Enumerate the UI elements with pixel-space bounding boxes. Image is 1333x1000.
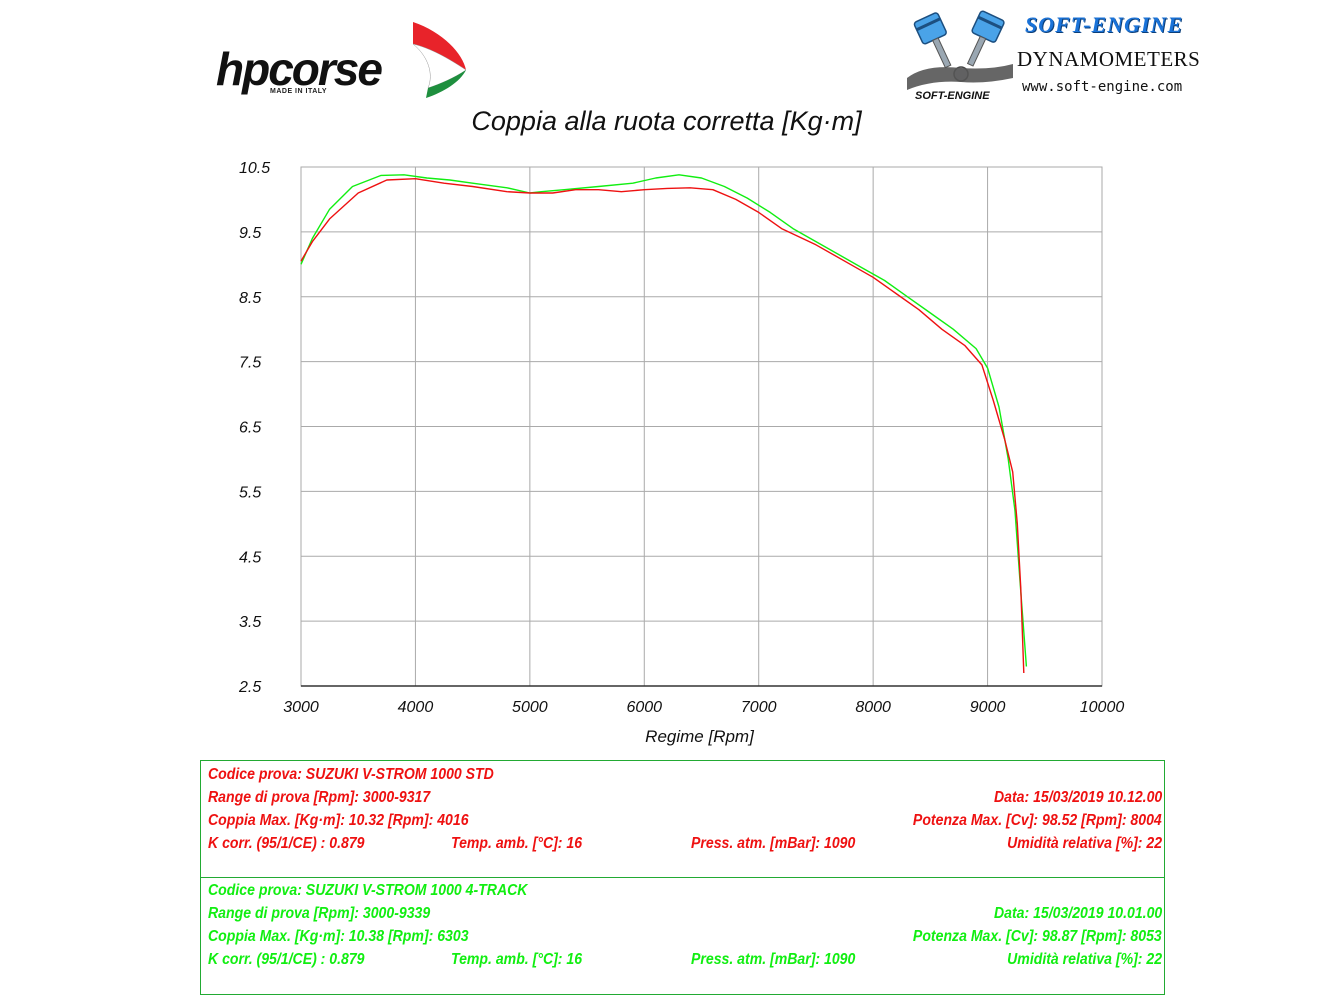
soft-engine-title: SOFT-ENGINE — [1025, 12, 1184, 37]
y-tick-label: 5.5 — [239, 484, 261, 501]
test2-date: Data: 15/03/2019 10.01.00 — [993, 905, 1162, 922]
test2-kcorr: K corr. (95/1/CE) : 0.879 — [208, 951, 365, 968]
hpcorse-tagline: MADE IN ITALY — [270, 88, 328, 95]
y-tick-label: 8.5 — [239, 290, 261, 307]
x-tick-label: 7000 — [741, 699, 777, 716]
hpcorse-wordmark: hpcorse — [216, 43, 383, 95]
soft-engine-website: www.soft-engine.com — [1022, 79, 1183, 95]
italian-flag-swoosh-icon — [412, 22, 467, 98]
y-tick-label: 9.5 — [239, 225, 261, 242]
test1-humidity: Umidità relativa [%]: 22 — [1007, 835, 1162, 852]
test1-code: Codice prova: SUZUKI V-STROM 1000 STD — [208, 766, 494, 783]
test2-torque: Coppia Max. [Kg·m]: 10.38 [Rpm]: 6303 — [208, 928, 469, 945]
test2-range: Range di prova [Rpm]: 3000-9339 — [208, 905, 431, 922]
hpcorse-logo: hpcorse MADE IN ITALY — [208, 18, 478, 108]
soft-engine-logo: SOFT-ENGINE SOFT-ENGINE DYNAMOMETERS www… — [905, 8, 1225, 103]
test1-torque: Coppia Max. [Kg·m]: 10.32 [Rpm]: 4016 — [208, 812, 469, 829]
x-tick-label: 4000 — [398, 699, 434, 716]
x-tick-label: 6000 — [626, 699, 662, 716]
info-separator — [201, 877, 1164, 878]
y-tick-label: 7.5 — [239, 355, 261, 372]
test-info-box: Codice prova: SUZUKI V-STROM 1000 STD Ra… — [200, 760, 1165, 995]
test2-code: Codice prova: SUZUKI V-STROM 1000 4-TRAC… — [208, 882, 528, 899]
test1-press: Press. atm. [mBar]: 1090 — [691, 835, 856, 852]
y-tick-label: 2.5 — [238, 679, 261, 696]
soft-engine-mark-text: SOFT-ENGINE — [915, 90, 990, 102]
test1-kcorr: K corr. (95/1/CE) : 0.879 — [208, 835, 365, 852]
x-tick-label: 9000 — [970, 699, 1006, 716]
test1-range: Range di prova [Rpm]: 3000-9317 — [208, 789, 431, 806]
test2-humidity: Umidità relativa [%]: 22 — [1007, 951, 1162, 968]
piston-icon: SOFT-ENGINE — [907, 10, 1013, 102]
series-line-std — [300, 177, 1025, 674]
test2-temp: Temp. amb. [°C]: 16 — [451, 951, 583, 968]
test2-press: Press. atm. [mBar]: 1090 — [691, 951, 856, 968]
y-tick-label: 10.5 — [239, 160, 270, 177]
soft-engine-subtitle: DYNAMOMETERS — [1017, 47, 1201, 71]
chart-title: Coppia alla ruota corretta [Kg·m] — [471, 106, 862, 136]
test2-power: Potenza Max. [Cv]: 98.87 [Rpm]: 8053 — [913, 928, 1162, 945]
x-tick-label: 5000 — [512, 699, 548, 716]
x-tick-label: 3000 — [283, 699, 319, 716]
x-tick-label: 8000 — [855, 699, 891, 716]
y-tick-label: 4.5 — [239, 549, 261, 566]
test1-temp: Temp. amb. [°C]: 16 — [451, 835, 583, 852]
x-tick-label: 10000 — [1080, 699, 1125, 716]
torque-chart: 2.5 3.5 4.5 5.5 6.5 7.5 8.5 9.5 10.5 3000 4000 5000… — [238, 160, 1125, 746]
series-line-4track — [300, 174, 1028, 667]
y-tick-label: 3.5 — [239, 614, 261, 631]
test1-power: Potenza Max. [Cv]: 98.52 [Rpm]: 8004 — [913, 812, 1162, 829]
x-axis-label: Regime [Rpm] — [645, 727, 755, 746]
y-tick-label: 6.5 — [239, 420, 261, 437]
test1-date: Data: 15/03/2019 10.12.00 — [993, 789, 1162, 806]
